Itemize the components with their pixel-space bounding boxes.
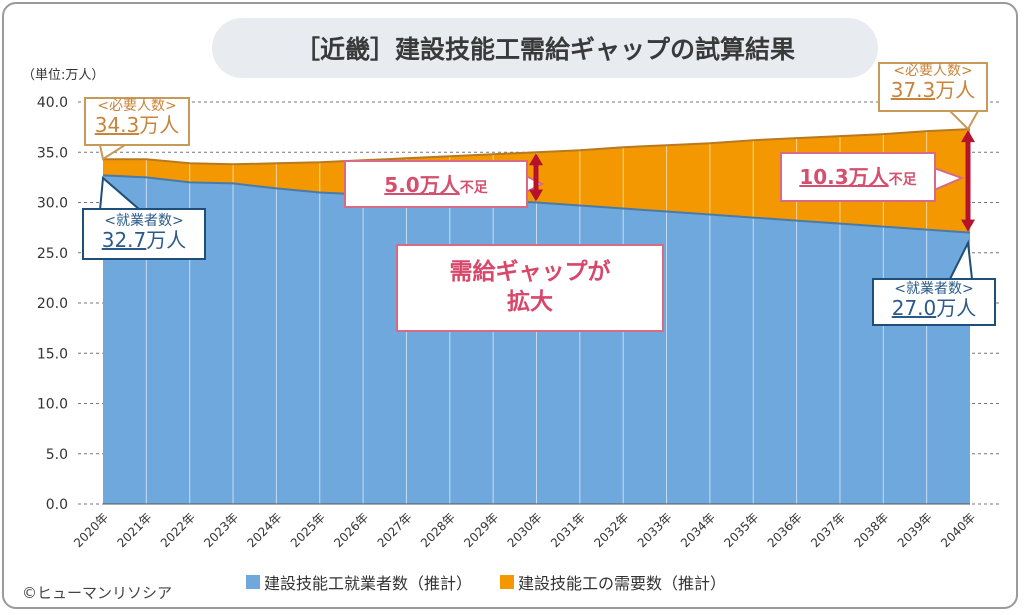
callout-gap-2040: 10.3万人不足 <box>780 152 936 202</box>
callout-value: 32.7 <box>101 228 147 253</box>
unit-label: （単位:万人） <box>22 68 105 83</box>
y-tick-label: 0.0 <box>46 497 68 513</box>
callout-value: 27.0 <box>891 296 937 321</box>
x-tick-label: 2038年 <box>851 510 891 550</box>
gap-suffix: 不足 <box>888 172 917 188</box>
y-tick-label: 5.0 <box>46 447 68 463</box>
x-tick-label: 2034年 <box>678 510 718 550</box>
legend-item-supply: 建設技能工就業者数（推計） <box>246 570 472 594</box>
note-line-1: 需給ギャップが <box>449 259 611 286</box>
legend-label: 建設技能工就業者数（推計） <box>264 574 473 593</box>
x-tick-label: 2037年 <box>808 510 848 550</box>
callout-supply-2020: <就業者数> 32.7万人 <box>82 208 206 260</box>
y-tick-label: 35.0 <box>37 145 68 161</box>
callout-unit: 万人 <box>146 228 187 253</box>
note-line-2: 拡大 <box>507 289 553 315</box>
callout-label: <必要人数> <box>97 98 177 114</box>
gap-value: 5.0万人 <box>384 173 460 197</box>
callout-label: <必要人数> <box>893 63 973 79</box>
x-tick-label: 2028年 <box>418 510 458 550</box>
x-tick-label: 2040年 <box>938 510 978 550</box>
y-tick-label: 10.0 <box>37 397 68 413</box>
callout-unit: 万人 <box>935 78 976 103</box>
legend-swatch-demand <box>500 575 515 589</box>
legend-item-demand: 建設技能工の需要数（推計） <box>500 570 726 594</box>
callout-unit: 万人 <box>139 113 180 138</box>
x-tick-label: 2022年 <box>158 510 198 550</box>
x-tick-label: 2033年 <box>635 510 675 550</box>
x-tick-label: 2024年 <box>245 510 285 550</box>
copyright: ©ヒューマンリソシア <box>22 584 173 602</box>
gap-suffix: 不足 <box>459 180 488 196</box>
arrow-head-down-icon <box>529 189 543 202</box>
x-tick-label: 2031年 <box>548 510 588 550</box>
gap-widening-note: 需給ギャップが 拡大 <box>396 244 664 332</box>
x-tick-label: 2027年 <box>375 510 415 550</box>
callout-value: 37.3 <box>890 78 936 103</box>
callout-supply-2040: <就業者数> 27.0万人 <box>872 278 996 326</box>
callout-gap-2030: 5.0万人不足 <box>344 160 528 208</box>
x-tick-label: 2026年 <box>331 510 371 550</box>
x-tick-label: 2036年 <box>765 510 805 550</box>
frame <box>2 2 1018 609</box>
legend-swatch-supply <box>246 575 260 589</box>
arrow-head-up-icon <box>961 130 975 143</box>
x-tick-label: 2032年 <box>591 510 631 550</box>
y-tick-label: 30.0 <box>37 196 68 212</box>
callout-unit: 万人 <box>936 296 977 321</box>
callout-value: 34.3 <box>94 113 140 138</box>
arrow-head-down-icon <box>961 219 975 232</box>
callout-label: <就業者数> <box>104 213 184 229</box>
chart-title: ［近畿］建設技能工需給ギャップの試算結果 <box>212 18 878 78</box>
y-tick-label: 25.0 <box>37 246 68 262</box>
y-tick-label: 15.0 <box>37 346 68 362</box>
callout-pointer <box>947 110 980 131</box>
legend-label: 建設技能工の需要数（推計） <box>518 574 727 593</box>
x-tick-label: 2023年 <box>201 510 241 550</box>
x-tick-label: 2039年 <box>895 510 935 550</box>
x-tick-label: 2021年 <box>114 510 154 550</box>
x-tick-label: 2030年 <box>505 510 545 550</box>
callout-demand-2020: <必要人数> 34.3万人 <box>84 97 190 146</box>
x-tick-label: 2020年 <box>71 510 111 550</box>
legend: 建設技能工就業者数（推計） 建設技能工の需要数（推計） <box>246 570 726 594</box>
x-tick-label: 2029年 <box>461 510 501 550</box>
arrow-head-up-icon <box>529 153 543 166</box>
x-tick-label: 2035年 <box>721 510 761 550</box>
y-tick-label: 40.0 <box>37 95 68 111</box>
x-tick-label: 2025年 <box>288 510 328 550</box>
gap-value: 10.3万人 <box>799 165 889 189</box>
y-tick-label: 20.0 <box>37 296 68 312</box>
callout-demand-2040: <必要人数> 37.3万人 <box>878 62 988 112</box>
callout-label: <就業者数> <box>894 281 974 297</box>
